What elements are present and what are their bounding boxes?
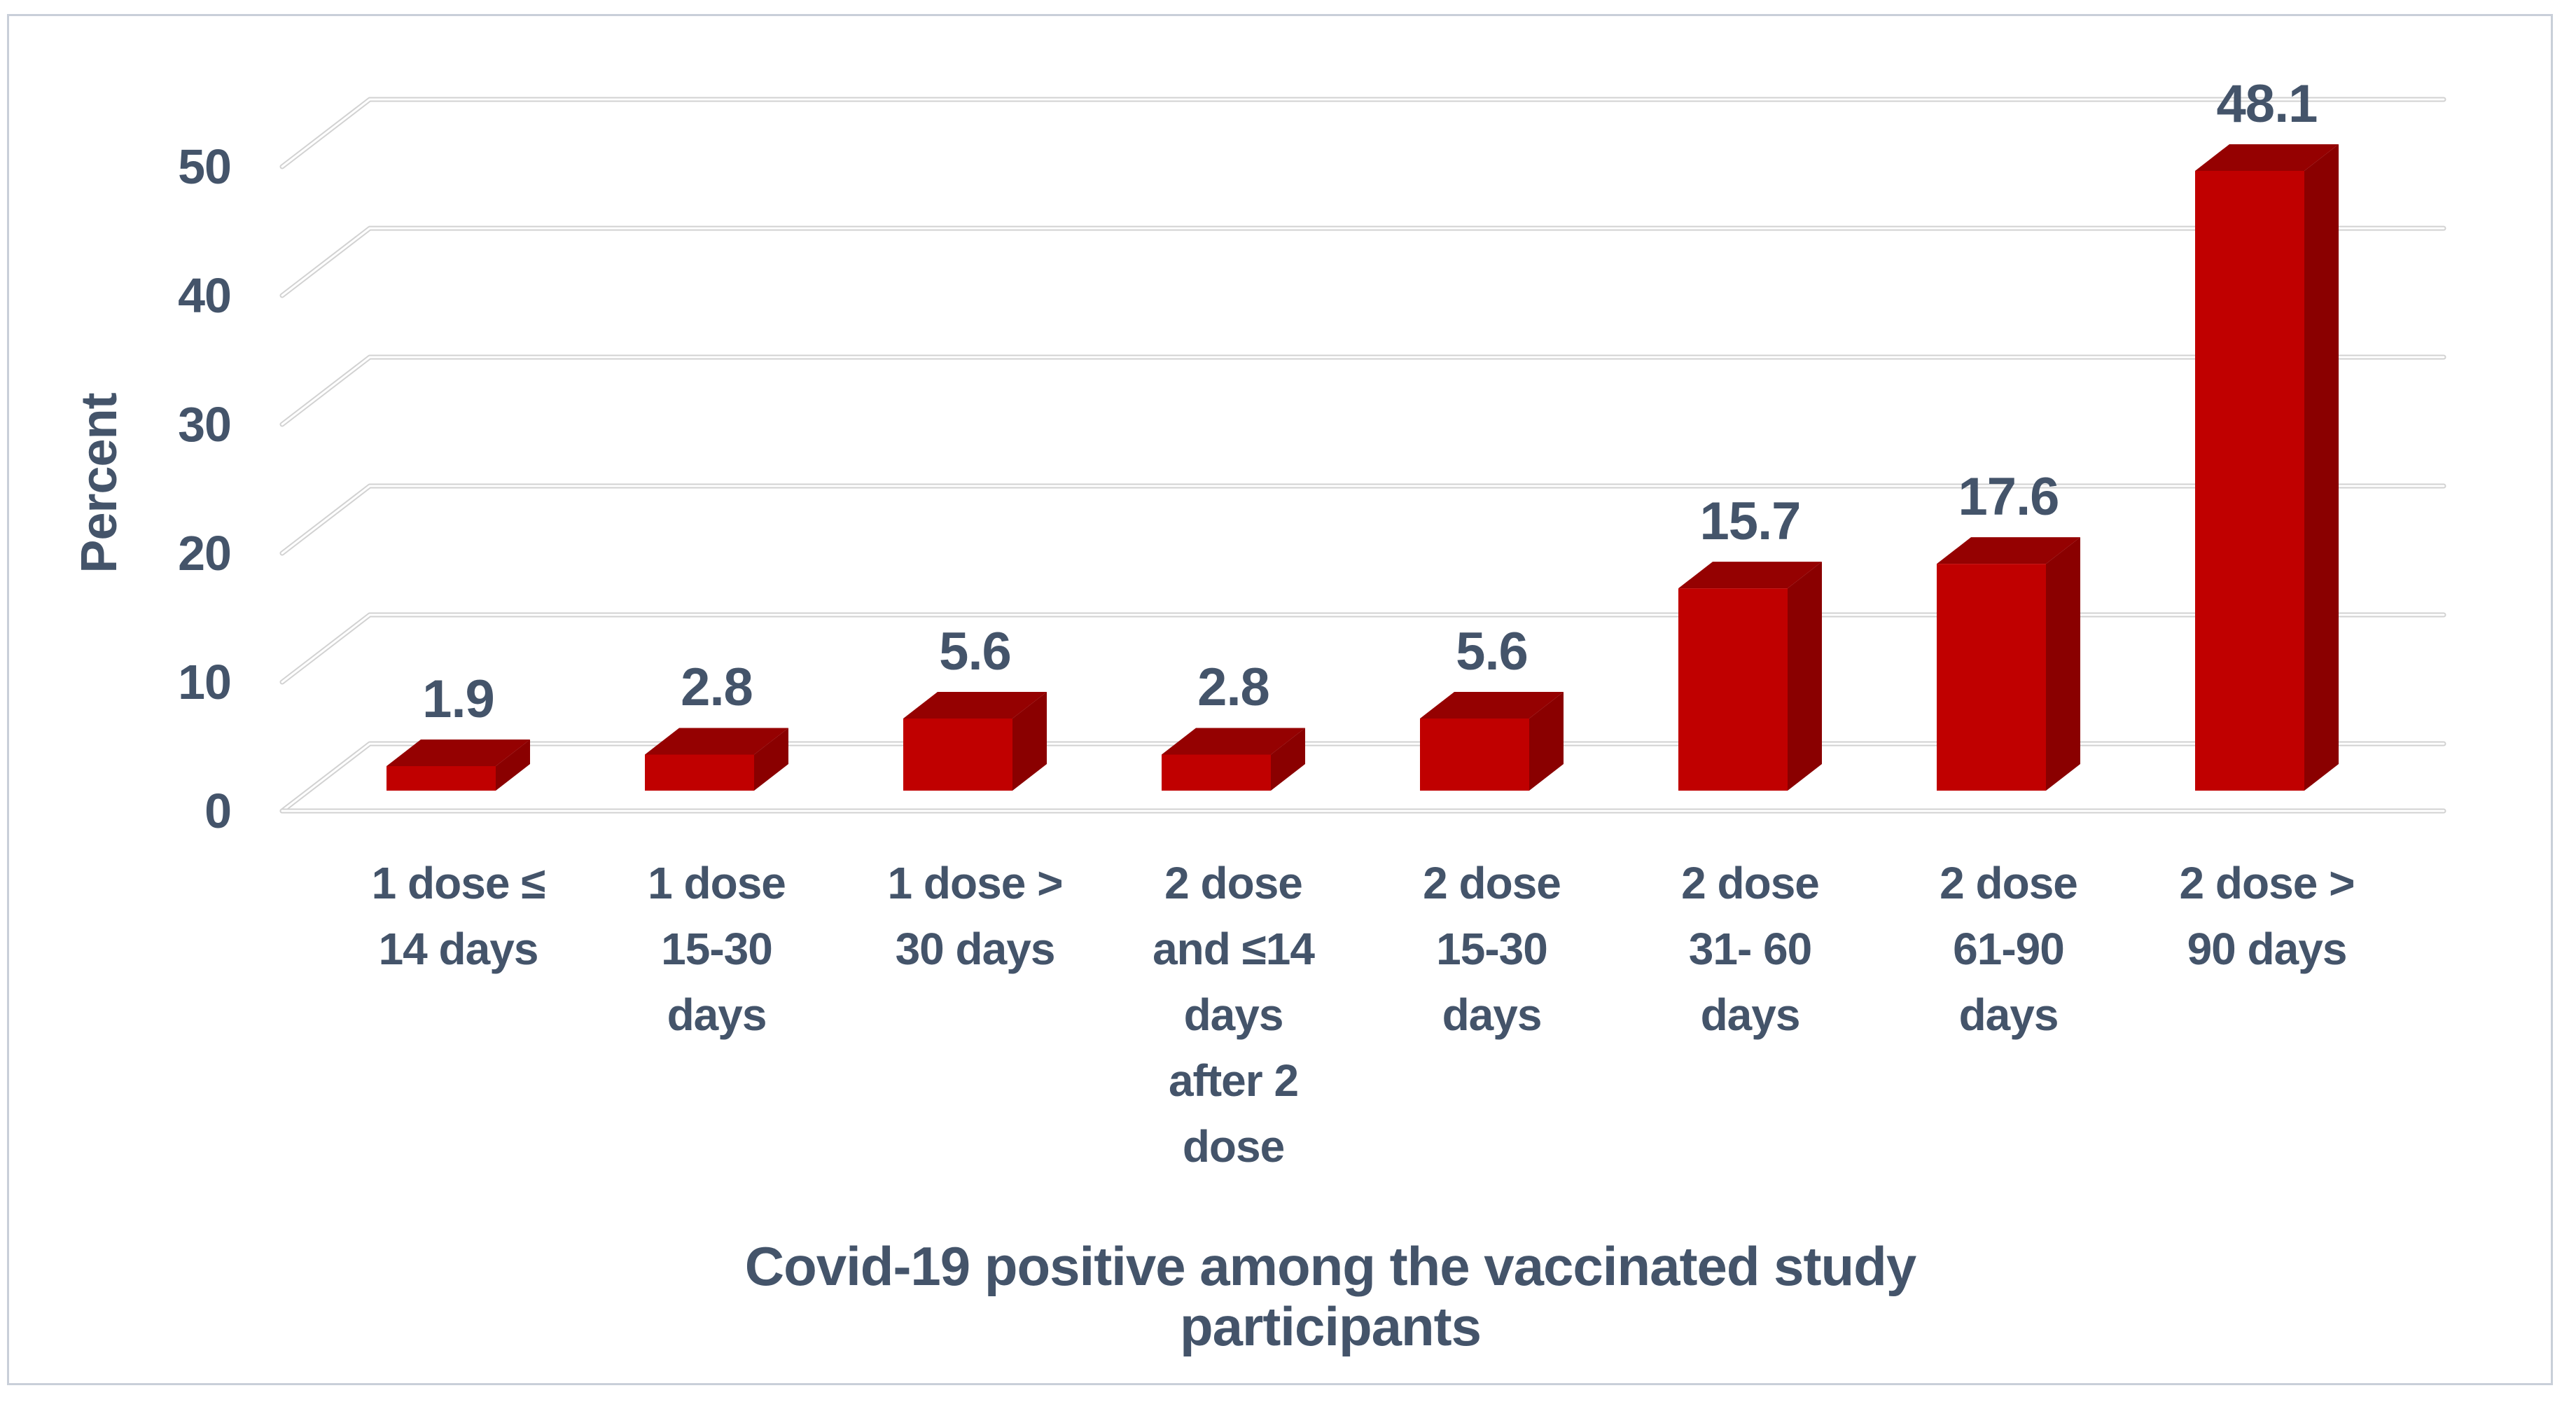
gridline (279, 225, 2446, 298)
bar-side-face (754, 728, 788, 791)
bar-side-face (1271, 728, 1305, 791)
bar-top-face (1420, 691, 1564, 719)
category-label: 2 dose 61-90 days (1940, 858, 2078, 1040)
y-tick-label: 30 (178, 397, 232, 452)
bar-side-face (1529, 691, 1564, 791)
bar-front-face (1420, 718, 1529, 791)
bar-value-label: 5.6 (939, 621, 1012, 681)
bar-front-face (1678, 588, 1788, 791)
bar-value-label: 5.6 (1456, 621, 1529, 681)
bar-side-face (1788, 562, 1822, 791)
category-label: 2 dose 15-30 days (1423, 858, 1561, 1040)
bar-front-face (1937, 564, 2046, 791)
y-tick-label: 40 (178, 268, 232, 323)
category-label: 1 dose ≤ 14 days (371, 858, 546, 974)
bar-top-face (903, 691, 1047, 719)
gridline-highlight (281, 98, 2445, 168)
bar-front-face (387, 766, 496, 791)
gridline-highlight (281, 485, 2445, 555)
category-label: 2 dose 31- 60 days (1681, 858, 1820, 1040)
gridline (279, 741, 2446, 814)
gridline-highlight (281, 742, 2445, 812)
y-tick-label: 10 (178, 655, 232, 709)
y-tick-label: 0 (204, 784, 232, 838)
bar-side-face (496, 740, 530, 791)
y-axis-title: Percent (71, 393, 127, 574)
category-label: 2 dose and ≤14 days after 2 dose (1153, 858, 1315, 1172)
bar-front-face (2195, 170, 2304, 791)
bar-value-label: 15.7 (1699, 492, 1802, 552)
bar-top-face (645, 728, 788, 755)
gridline-highlight (281, 227, 2445, 297)
y-tick-label: 20 (178, 526, 232, 581)
gridline-highlight (281, 613, 2445, 683)
bar-top-face (1162, 728, 1305, 755)
gridline (279, 354, 2446, 427)
bar-value-label: 2.8 (1197, 658, 1270, 718)
gridline-highlight (281, 356, 2445, 426)
bar-value-label: 2.8 (681, 658, 753, 718)
y-tick-label: 50 (178, 139, 232, 194)
bar-top-face (2195, 144, 2339, 171)
gridline (279, 97, 2446, 169)
bar-side-face (2304, 144, 2339, 791)
bar-value-label: 1.9 (422, 669, 495, 730)
bar-front-face (903, 718, 1012, 791)
bar-value-label: 17.6 (1958, 467, 2060, 527)
gridline (279, 483, 2446, 556)
figure-border (7, 14, 2553, 1385)
bar-top-face (1678, 562, 1822, 589)
bar-top-face (1937, 537, 2080, 564)
bar-value-label: 48.1 (2216, 74, 2318, 134)
bar-side-face (1012, 691, 1047, 791)
bar-front-face (1162, 754, 1271, 791)
category-label: 1 dose 15-30 days (648, 858, 786, 1040)
x-axis-title: Covid-19 positive among the vaccinated s… (744, 1235, 1916, 1357)
category-label: 2 dose > 90 days (2179, 858, 2355, 974)
bar-side-face (2046, 537, 2080, 791)
bar-top-face (387, 740, 530, 767)
gridline (279, 612, 2446, 685)
category-label: 1 dose > 30 days (887, 858, 1064, 974)
bar-front-face (645, 754, 754, 791)
